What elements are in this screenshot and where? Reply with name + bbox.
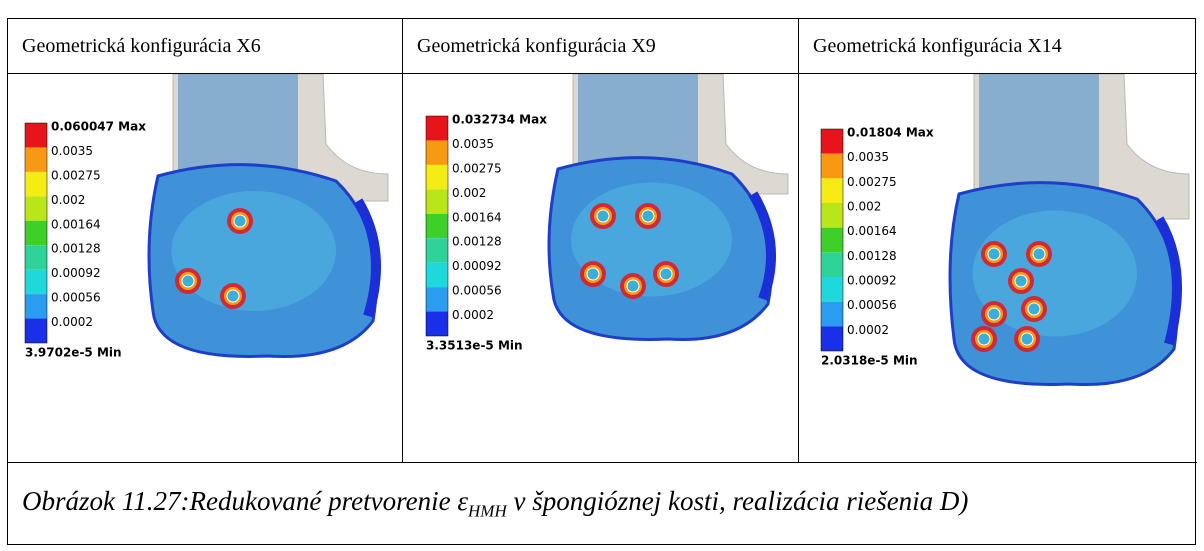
hole — [977, 332, 991, 346]
hole — [626, 279, 640, 293]
legend-band — [426, 116, 448, 141]
panel-title: Geometrická konfigurácia X14 — [799, 19, 1197, 74]
legend-label: 0.0035 — [847, 150, 889, 164]
legend-label: 0.00275 — [847, 175, 897, 189]
caption-subscript: HMH — [468, 501, 507, 521]
result-plot: 0.032734 Max 0.0035 0.00275 0.002 0.00164 0.0… — [425, 74, 789, 353]
legend-band — [426, 287, 448, 312]
legend-label: 0.00092 — [452, 259, 502, 273]
legend-label: 0.060047 Max — [51, 120, 146, 134]
legend-band — [426, 189, 448, 214]
legend-band — [821, 227, 843, 253]
legend-label: 0.002 — [847, 200, 881, 214]
hole — [596, 209, 610, 223]
legend-band — [25, 269, 47, 295]
legend-label: 0.00056 — [51, 291, 101, 305]
legend-band — [25, 171, 47, 197]
hole — [1027, 302, 1041, 316]
legend-band — [426, 238, 448, 263]
legend-band — [821, 153, 843, 179]
legend-label: 0.0002 — [452, 308, 494, 322]
legend-label: 0.0035 — [51, 144, 93, 158]
panel-title: Geometrická konfigurácia X9 — [403, 19, 799, 74]
hole — [1014, 274, 1028, 288]
body-edge — [353, 198, 381, 318]
legend-frame — [24, 122, 48, 344]
legend-band — [821, 178, 843, 203]
body-edge — [1154, 216, 1182, 346]
body-edge — [748, 191, 776, 301]
body-shade — [972, 210, 1137, 337]
legend-band — [25, 147, 47, 172]
legend-band — [821, 326, 843, 351]
legend-label: 0.00128 — [847, 249, 897, 263]
legend-label: 0.0002 — [847, 323, 889, 337]
hole — [1020, 332, 1034, 346]
legend-label: 0.00128 — [51, 242, 101, 256]
legend-label: 2.0318e-5 Min — [821, 354, 918, 368]
legend-label: 0.002 — [51, 193, 85, 207]
body-shade — [171, 191, 336, 311]
legend-band — [25, 245, 47, 270]
hole — [181, 274, 195, 288]
legend-band — [821, 203, 843, 228]
legend-band — [25, 196, 47, 221]
legend-label: 0.00092 — [847, 274, 897, 288]
caption-text: Obrázok 11.27:Redukované pretvorenie ε — [22, 486, 469, 516]
legend-band — [25, 318, 47, 343]
legend-label: 0.0035 — [452, 137, 494, 151]
hole — [641, 209, 655, 223]
legend-band — [426, 311, 448, 336]
legend-band — [426, 262, 448, 288]
legend-label: 0.032734 Max — [452, 113, 547, 127]
hole — [659, 267, 673, 281]
result-plot: 0.01804 Max 0.0035 0.00275 0.002 0.00164 0.00… — [820, 74, 1190, 387]
legend-label: 0.00092 — [51, 266, 101, 280]
legend-label: 0.0002 — [51, 315, 93, 329]
legend-label: 0.00056 — [847, 298, 897, 312]
hole — [1032, 247, 1046, 261]
panel-image: 0.032734 Max 0.0035 0.00275 0.002 0.00164 0.0… — [403, 74, 799, 463]
legend-label: 0.00164 — [847, 224, 897, 238]
result-plot: 0.060047 Max 0.0035 0.00275 0.002 0.00164 0.0… — [24, 74, 389, 360]
hole — [987, 247, 1001, 261]
legend-label: 0.002 — [452, 186, 486, 200]
legend-band — [25, 220, 47, 246]
figure-table: Geometrická konfigurácia X6 Geometrická … — [7, 18, 1197, 545]
legend-label: 0.00128 — [452, 235, 502, 249]
legend-frame — [820, 128, 844, 352]
caption-text: v špongióznej kosti, realizácia riešenia… — [506, 486, 969, 516]
legend-band — [426, 164, 448, 190]
legend-label: 0.01804 Max — [847, 126, 934, 140]
hole — [233, 214, 247, 228]
hole — [586, 267, 600, 281]
caption: Obrázok 11.27:Redukované pretvorenie εHM… — [8, 463, 1195, 545]
legend-band — [25, 294, 47, 319]
legend-band — [821, 129, 843, 154]
panel-image: 0.060047 Max 0.0035 0.00275 0.002 0.00164 0.0… — [8, 74, 403, 463]
panel-title: Geometrická konfigurácia X6 — [8, 19, 403, 74]
legend-band — [426, 140, 448, 165]
legend-label: 3.9702e-5 Min — [25, 346, 122, 360]
legend-label: 0.00275 — [452, 161, 502, 175]
hole — [226, 289, 240, 303]
legend-frame — [425, 115, 449, 337]
legend-band — [821, 252, 843, 277]
legend-band — [821, 301, 843, 327]
legend-band — [821, 277, 843, 302]
legend-label: 0.00164 — [452, 210, 502, 224]
panel-image: 0.01804 Max 0.0035 0.00275 0.002 0.00164 0.00… — [799, 74, 1197, 463]
legend-label: 0.00275 — [51, 168, 101, 182]
legend-band — [426, 213, 448, 239]
legend-band — [25, 123, 47, 148]
hole — [987, 307, 1001, 321]
legend-label: 3.3513e-5 Min — [426, 339, 523, 353]
legend-label: 0.00164 — [51, 217, 101, 231]
legend-label: 0.00056 — [452, 284, 502, 298]
